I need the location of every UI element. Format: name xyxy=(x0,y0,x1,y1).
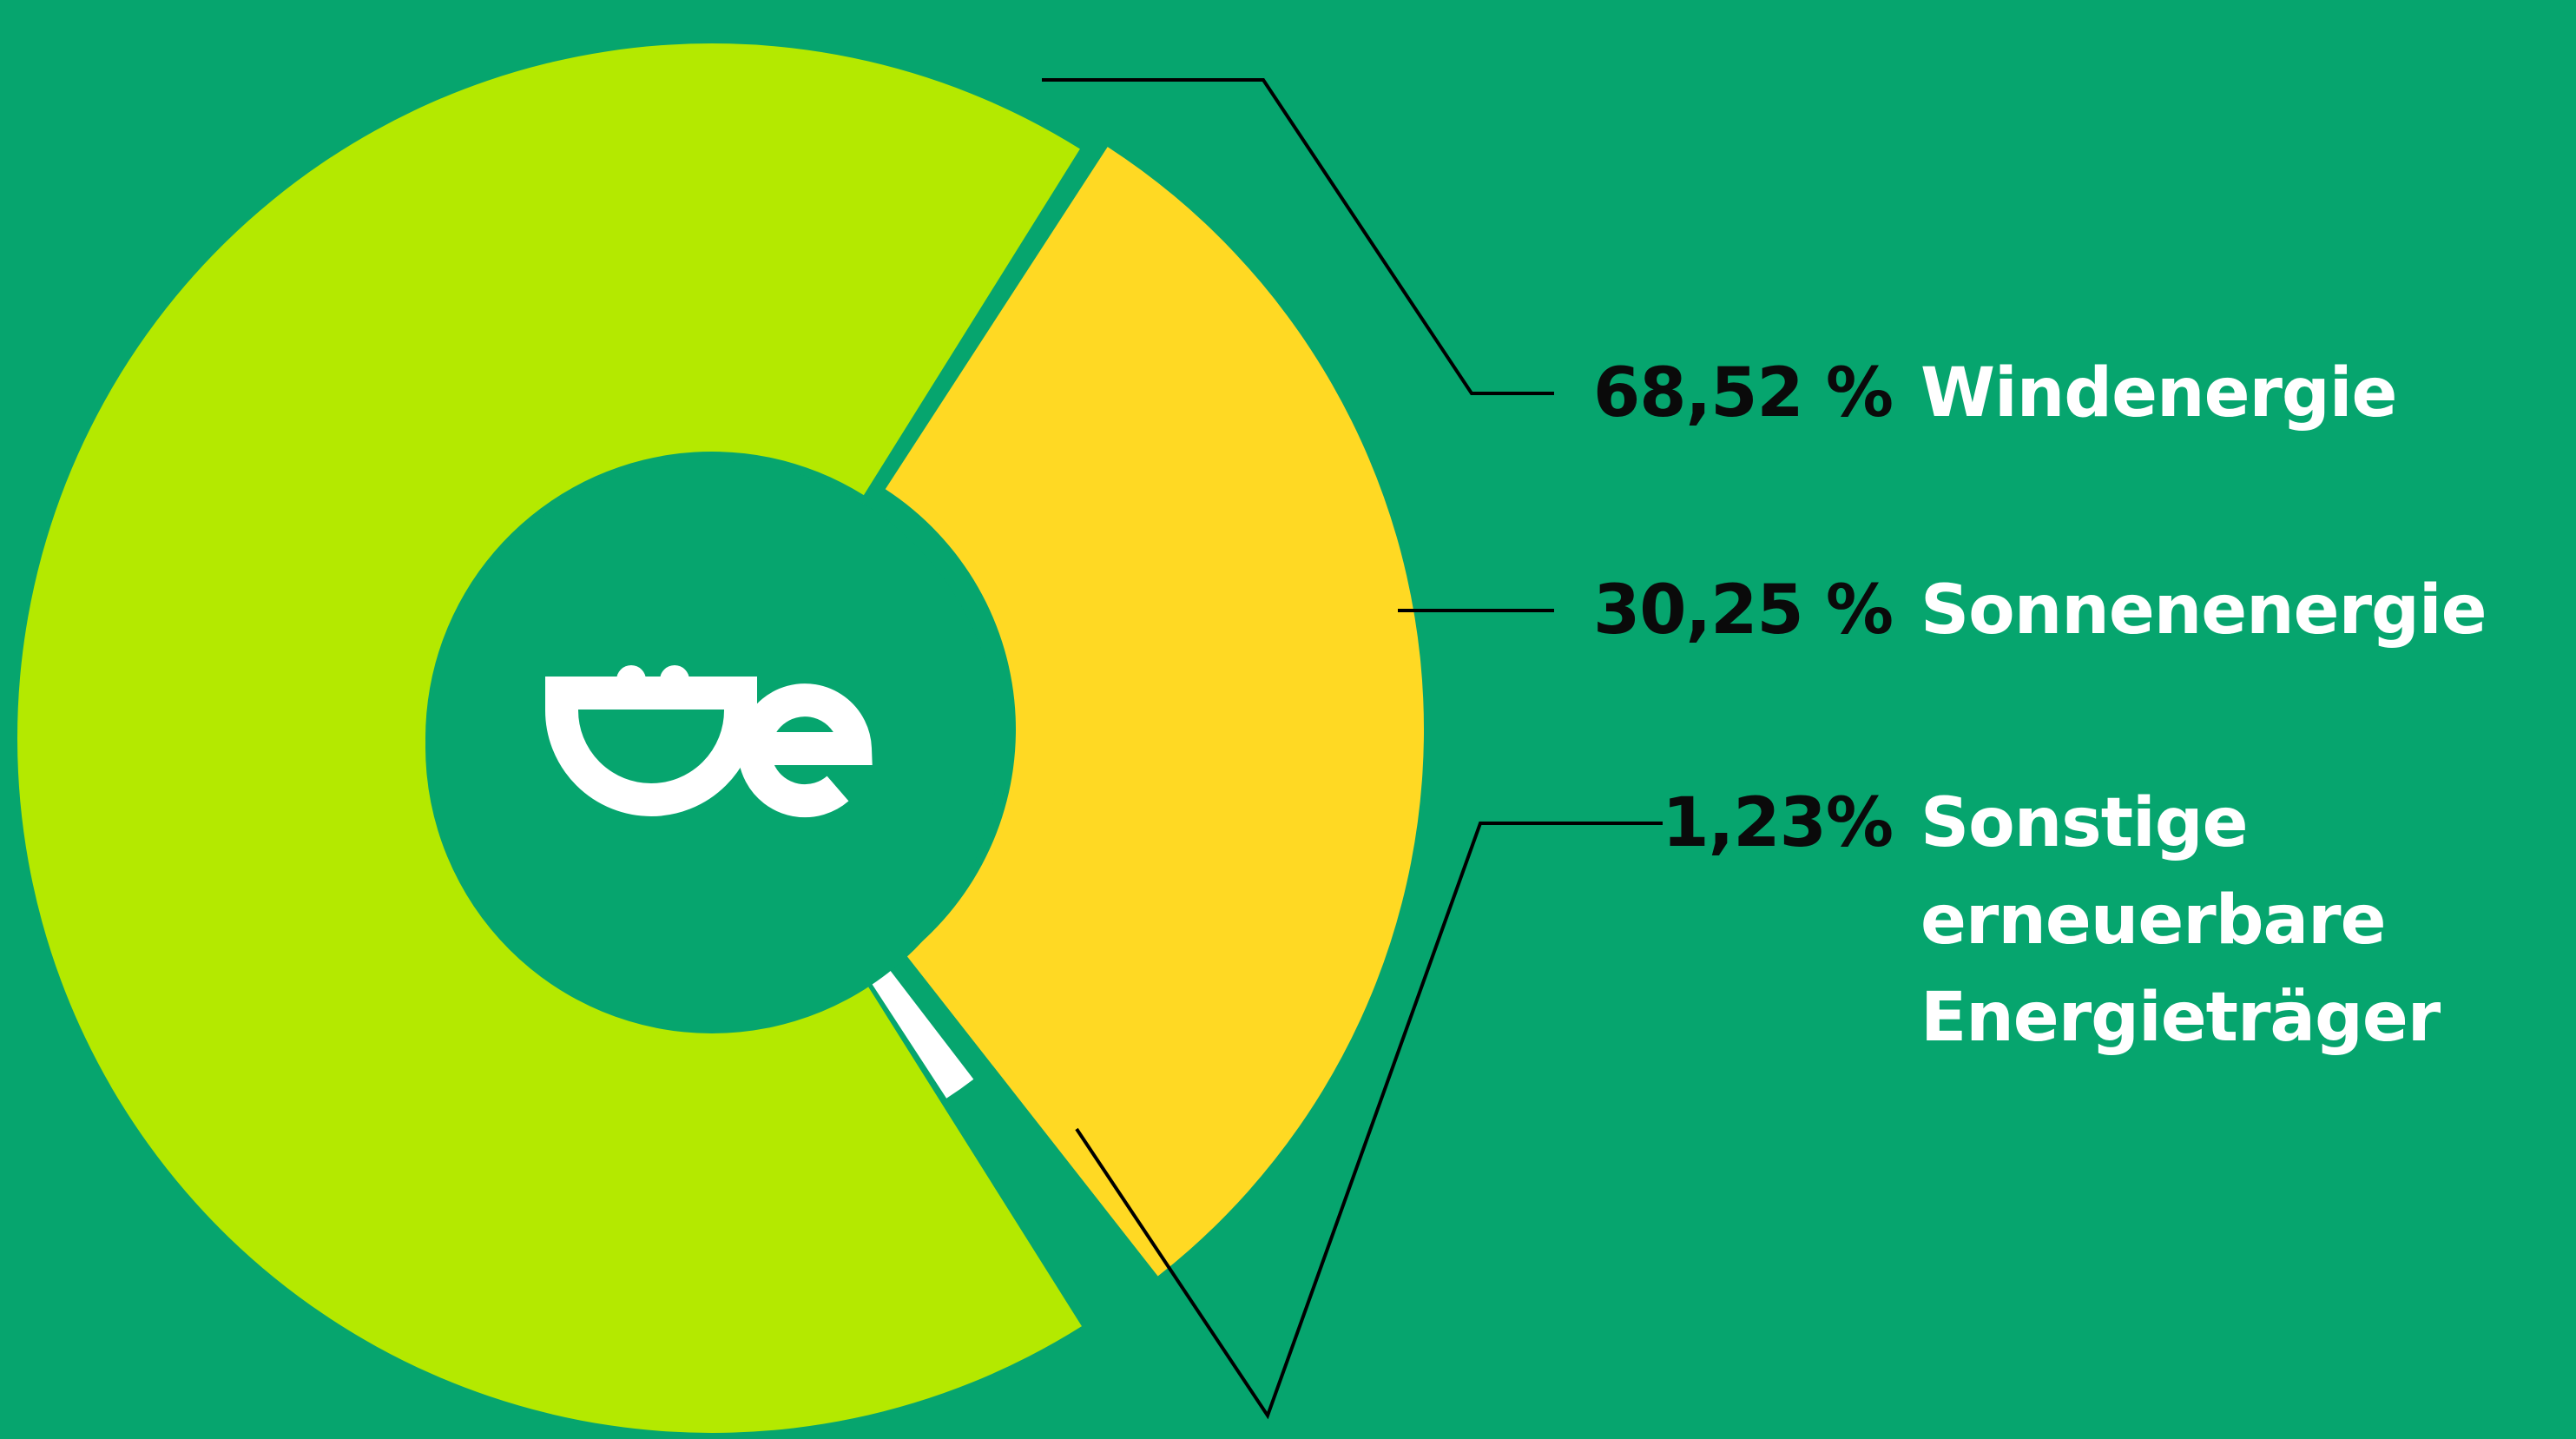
logo-plug-pin-right xyxy=(660,665,689,709)
legend-value: 68,52 % xyxy=(1592,354,1894,432)
donut-hole xyxy=(425,460,998,1033)
legend-label-line: erneuerbare xyxy=(1920,881,2387,960)
leader-lines xyxy=(1042,78,1663,1420)
slice-sonstige xyxy=(868,965,974,1099)
logo-plug-pin-left xyxy=(616,665,646,709)
leader-line-sonstige xyxy=(1075,822,1663,1420)
legend-value: 1,23% xyxy=(1662,784,1894,862)
legend-label: Windenergie xyxy=(1920,345,2397,442)
legend-sonnenenergie: 30,25 % Sonnenenergie xyxy=(1528,562,2487,659)
legend-label-line: Windenergie xyxy=(1920,354,2397,432)
legend-label: Sonnenenergie xyxy=(1920,562,2487,659)
slice-windenergie xyxy=(16,43,1082,1433)
logo-plug-u xyxy=(545,677,757,816)
oe-plug-logo-icon xyxy=(545,665,873,818)
legend-label-line: Sonstige xyxy=(1920,784,2248,862)
legend-value: 30,25 % xyxy=(1592,571,1894,650)
leader-line-windenergie xyxy=(1042,78,1554,395)
legend-label-line: Sonnenenergie xyxy=(1920,571,2487,650)
logo-e xyxy=(738,683,873,818)
chart-slices xyxy=(16,43,1424,1433)
legend-label-line: Energieträger xyxy=(1920,979,2441,1057)
legend-sonstige: 1,23% Sonstige erneuerbare Energieträger xyxy=(1528,775,2441,1066)
legend-label: Sonstige erneuerbare Energieträger xyxy=(1920,775,2441,1066)
slice-sonnenenergie xyxy=(885,147,1424,1277)
legend-windenergie: 68,52 % Windenergie xyxy=(1528,345,2397,442)
